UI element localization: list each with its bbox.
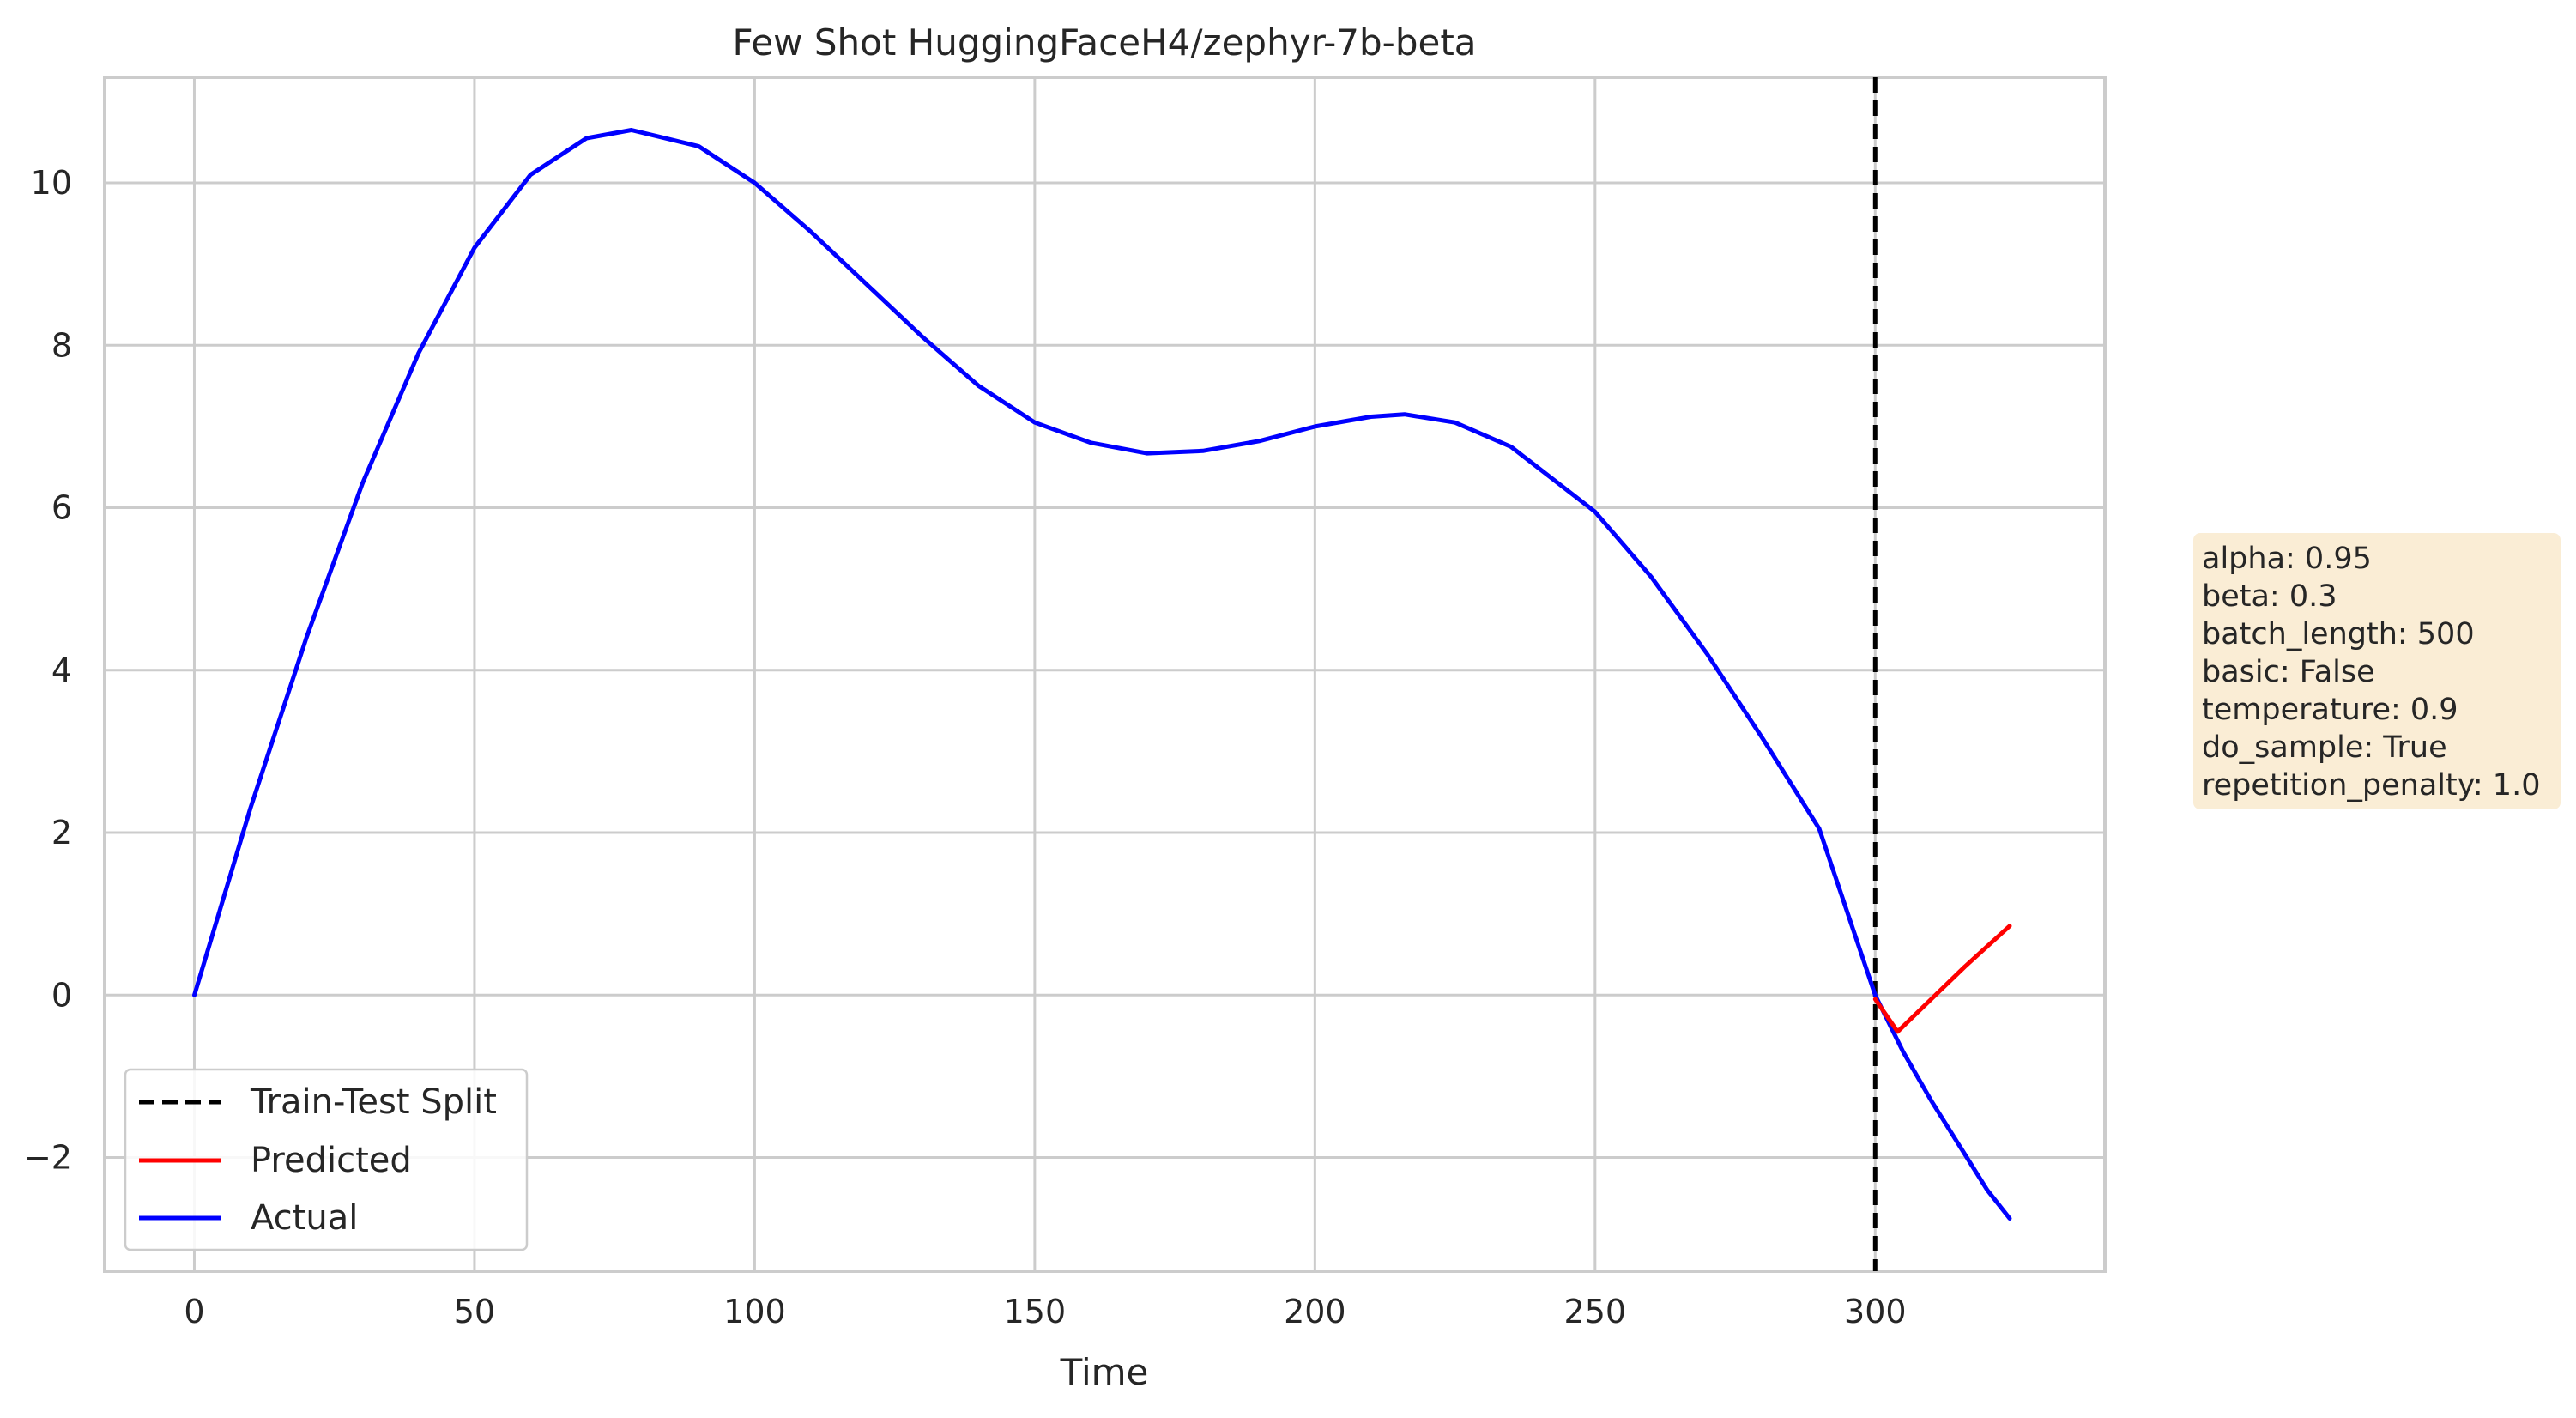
x-tick-label: 150 (1004, 1293, 1067, 1330)
tick-labels: 0 50 100 150 200 250 300 −2 0 2 4 6 8 10 (24, 164, 1907, 1330)
legend-label-predicted: Predicted (251, 1141, 412, 1180)
series (192, 77, 2012, 1271)
x-tick-label: 0 (184, 1293, 204, 1330)
y-tick-label: 6 (51, 489, 72, 527)
y-tick-label: 4 (51, 651, 72, 689)
param-do-sample: do_sample: True (2202, 730, 2447, 765)
x-axis-title: Time (1060, 1351, 1149, 1393)
x-tick-label: 300 (1844, 1293, 1907, 1330)
y-tick-label: 8 (51, 326, 72, 364)
legend: Train-Test Split Predicted Actual (124, 1068, 529, 1251)
x-tick-label: 50 (454, 1293, 495, 1330)
series-line-predicted (1872, 924, 2012, 1034)
param-repetition-penalty: repetition_penalty: 1.0 (2202, 768, 2541, 803)
grid (105, 77, 2105, 1271)
x-tick-label: 200 (1284, 1293, 1346, 1330)
y-tick-label: 0 (51, 976, 72, 1014)
param-batch-length: batch_length: 500 (2202, 617, 2475, 651)
y-tick-label: 2 (51, 814, 72, 851)
series-line-actual (192, 128, 2012, 1221)
x-tick-label: 250 (1564, 1293, 1627, 1330)
parameters-box: alpha: 0.95 beta: 0.3 batch_length: 500 … (2193, 533, 2561, 809)
legend-label-actual: Actual (251, 1198, 358, 1238)
param-beta: beta: 0.3 (2202, 579, 2337, 614)
legend-frame (124, 1068, 529, 1251)
y-tick-label: −2 (24, 1139, 72, 1177)
y-tick-label: 10 (31, 164, 72, 202)
param-alpha: alpha: 0.95 (2202, 542, 2372, 576)
param-temperature: temperature: 0.9 (2202, 693, 2458, 727)
x-tick-label: 100 (723, 1293, 786, 1330)
legend-label-split: Train-Test Split (250, 1082, 497, 1122)
chart-title: Few Shot HuggingFaceH4/zephyr-7b-beta (732, 21, 1476, 64)
param-basic: basic: False (2202, 655, 2375, 689)
plot-frame (103, 76, 2107, 1273)
